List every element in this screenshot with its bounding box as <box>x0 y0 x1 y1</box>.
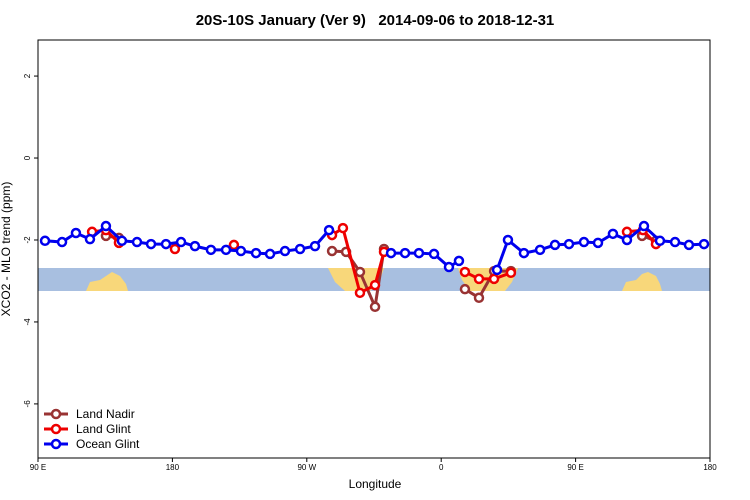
data-point <box>698 238 710 250</box>
x-tick-label: 90 E <box>30 463 46 472</box>
data-point <box>189 240 201 252</box>
data-point <box>354 266 366 278</box>
data-point <box>100 220 112 232</box>
data-point <box>505 267 517 279</box>
data-point <box>228 239 240 251</box>
data-point <box>39 235 51 247</box>
legend-label: Ocean Glint <box>76 437 140 451</box>
data-point <box>578 236 590 248</box>
data-point <box>205 244 217 256</box>
data-point <box>264 248 276 260</box>
data-point <box>473 292 485 304</box>
data-point <box>160 238 172 250</box>
data-point <box>518 247 530 259</box>
data-point <box>279 245 291 257</box>
data-point <box>638 220 650 232</box>
data-point <box>220 244 232 256</box>
data-point <box>488 273 500 285</box>
data-point <box>309 240 321 252</box>
y-tick-label: 2 <box>23 73 32 78</box>
data-point <box>592 237 604 249</box>
data-point <box>654 235 666 247</box>
data-point <box>326 245 338 257</box>
data-point <box>369 279 381 291</box>
data-point <box>84 233 96 245</box>
data-point <box>354 287 366 299</box>
data-point <box>459 283 471 295</box>
series-line <box>44 224 705 271</box>
data-point <box>145 238 157 250</box>
x-tick-label: 90 W <box>297 463 316 472</box>
x-tick-label: 180 <box>703 463 717 472</box>
data-point <box>473 273 485 285</box>
y-axis-label: XCO2 - MLO trend (ppm) <box>0 182 13 317</box>
data-point <box>621 234 633 246</box>
x-axis-label: Longitude <box>349 477 402 491</box>
legend-marker <box>50 423 62 435</box>
data-point <box>443 261 455 273</box>
data-point <box>169 243 181 255</box>
data-point <box>459 266 471 278</box>
y-tick-label: 0 <box>23 155 32 160</box>
legend-marker <box>50 408 62 420</box>
data-point <box>399 247 411 259</box>
legend-label: Land Glint <box>76 422 131 436</box>
data-point <box>337 222 349 234</box>
data-point <box>235 245 247 257</box>
data-point <box>413 247 425 259</box>
y-tick-label: -6 <box>23 400 32 408</box>
x-tick-label: 180 <box>166 463 180 472</box>
data-point <box>131 236 143 248</box>
data-point <box>369 301 381 313</box>
data-point <box>621 226 633 238</box>
data-point <box>56 236 68 248</box>
legend-label: Land Nadir <box>76 407 135 421</box>
chart-title: 20S-10S January (Ver 9) 2014-09-06 to 20… <box>196 12 555 29</box>
data-point <box>534 244 546 256</box>
data-point <box>549 239 561 251</box>
data-point <box>453 255 465 267</box>
data-point <box>116 235 128 247</box>
data-point <box>428 248 440 260</box>
y-tick-label: -2 <box>23 236 32 244</box>
data-point <box>323 224 335 236</box>
data-point <box>385 247 397 259</box>
data-point <box>491 264 503 276</box>
data-point <box>502 234 514 246</box>
x-tick-label: 90 E <box>567 463 583 472</box>
y-tick-label: -4 <box>23 318 32 326</box>
data-point <box>607 228 619 240</box>
data-point <box>294 243 306 255</box>
data-point <box>175 236 187 248</box>
data-point <box>669 236 681 248</box>
legend-marker <box>50 438 62 450</box>
data-point <box>563 238 575 250</box>
x-tick-label: 0 <box>439 463 444 472</box>
data-point <box>683 239 695 251</box>
data-point <box>250 247 262 259</box>
data-point <box>70 227 82 239</box>
plot-frame <box>37 39 711 459</box>
